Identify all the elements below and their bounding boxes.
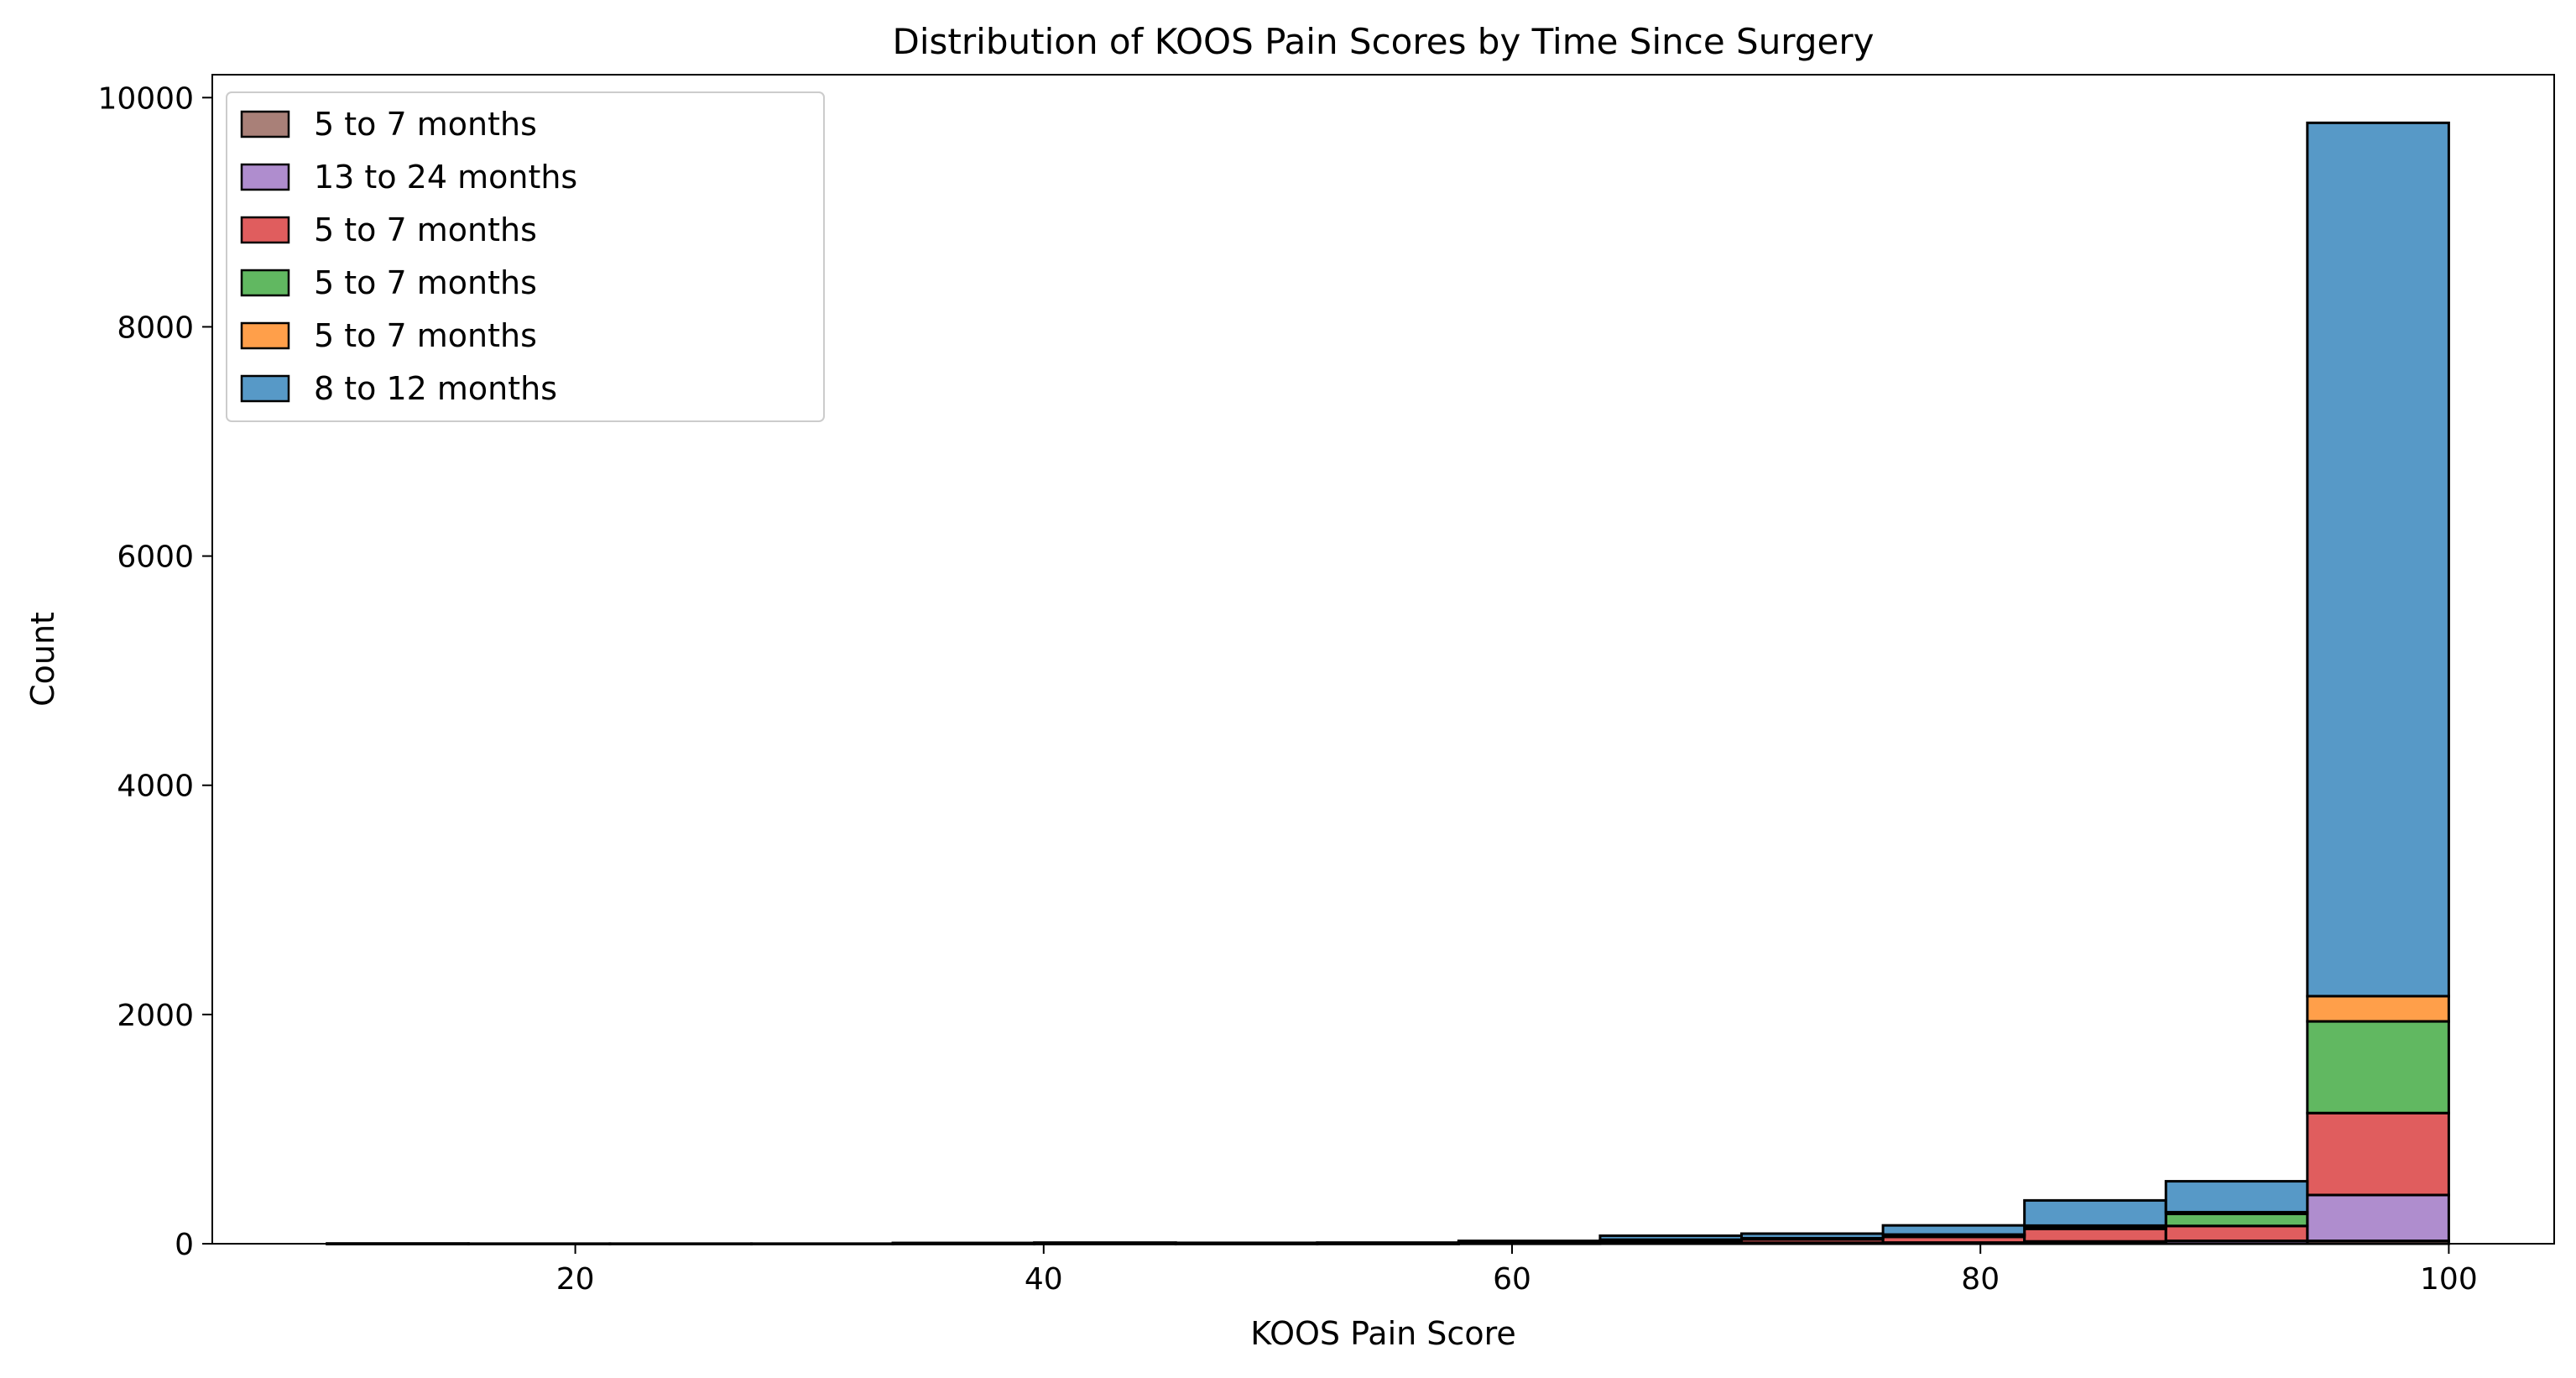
bar-series-3-bin-14 [2306, 1020, 2450, 1114]
legend-swatch [240, 110, 290, 138]
x-axis-label: KOOS Pain Score [1250, 1315, 1516, 1352]
y-tick-label: 8000 [117, 311, 194, 345]
x-axis: 20 40 60 80 100 [556, 1244, 2478, 1297]
legend-swatch [240, 374, 290, 403]
bar-series-5-bin-12 [2023, 1198, 2167, 1227]
legend-swatch [240, 216, 290, 244]
y-tick-label: 10000 [97, 81, 194, 116]
x-tick-label: 80 [1961, 1262, 2000, 1297]
bar-series-5-bin-13 [2164, 1180, 2309, 1214]
legend: 5 to 7 months 13 to 24 months 5 to 7 month… [226, 91, 825, 422]
y-tick-label: 0 [175, 1228, 194, 1262]
legend-swatch [240, 321, 290, 350]
bar-series-1-bin-14 [2306, 1193, 2450, 1243]
bar-series-5-bin-14 [2306, 121, 2450, 998]
y-axis-label: Count [24, 612, 61, 707]
legend-label: 5 to 7 months [314, 211, 537, 248]
legend-box [226, 91, 825, 422]
bar-series-5-bin-10 [1740, 1232, 1885, 1240]
y-tick-label: 4000 [117, 770, 194, 804]
bar-series-2-bin-13 [2164, 1224, 2309, 1243]
legend-label: 5 to 7 months [314, 106, 537, 143]
legend-swatch [240, 163, 290, 191]
x-tick-label: 20 [556, 1262, 595, 1297]
bar-series-5-bin-11 [1881, 1224, 2026, 1236]
chart-title: Distribution of KOOS Pain Scores by Time… [893, 21, 1875, 62]
y-axis: 0 2000 4000 6000 8000 10000 [97, 81, 212, 1262]
legend-label: 8 to 12 months [314, 370, 557, 407]
legend-swatch [240, 269, 290, 297]
bar-series-2-bin-14 [2306, 1111, 2450, 1197]
x-tick-label: 60 [1493, 1262, 1531, 1297]
y-tick-label: 2000 [117, 999, 194, 1033]
bar-series-5-bin-8 [1457, 1240, 1602, 1244]
plot-frame [211, 74, 2555, 1245]
legend-label: 5 to 7 months [314, 264, 537, 301]
bar-series-2-bin-12 [2023, 1227, 2167, 1243]
legend-label: 13 to 24 months [314, 159, 577, 196]
bar-series-5-bin-9 [1598, 1234, 1744, 1241]
y-tick-label: 6000 [117, 540, 194, 575]
legend-label: 5 to 7 months [314, 317, 537, 354]
x-tick-label: 40 [1025, 1262, 1063, 1297]
bar-series-3-bin-13 [2164, 1212, 2309, 1228]
x-tick-label: 100 [2420, 1262, 2478, 1297]
bar-series-4-bin-14 [2306, 994, 2450, 1023]
